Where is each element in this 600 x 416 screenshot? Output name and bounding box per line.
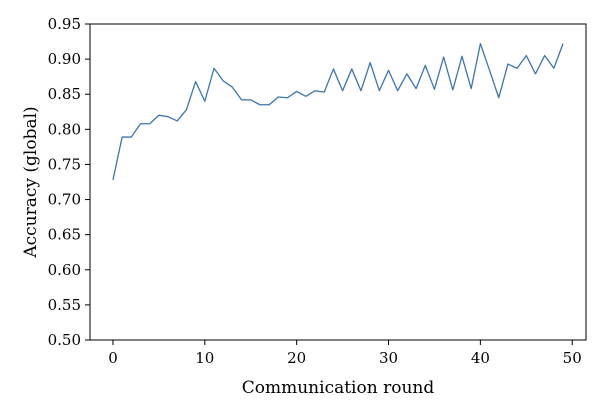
x-tick-label: 30 <box>379 349 398 367</box>
data-point <box>461 55 464 58</box>
data-point <box>167 115 170 118</box>
data-point <box>562 42 565 45</box>
data-point <box>277 96 280 99</box>
y-tick-label: 0.55 <box>48 296 81 314</box>
data-point <box>534 72 537 75</box>
data-point <box>295 90 298 93</box>
data-point <box>121 136 124 139</box>
y-tick-label: 0.70 <box>48 191 81 209</box>
data-point <box>451 89 454 92</box>
data-point <box>433 88 436 91</box>
data-point <box>231 86 234 89</box>
x-tick-label: 50 <box>563 349 582 367</box>
data-point <box>470 87 473 90</box>
x-axis-title: Communication round <box>242 378 435 398</box>
data-point <box>148 122 151 125</box>
data-point <box>341 89 344 92</box>
data-point <box>332 67 335 70</box>
y-tick-label: 0.90 <box>48 50 81 68</box>
data-point <box>323 91 326 94</box>
data-point <box>387 69 390 72</box>
data-point <box>359 89 362 92</box>
y-tick-label: 0.65 <box>48 226 81 244</box>
data-point <box>506 63 509 66</box>
y-tick-label: 0.80 <box>48 120 81 138</box>
data-point <box>479 42 482 45</box>
data-point <box>130 136 133 139</box>
data-point <box>488 69 491 72</box>
y-tick-label: 0.60 <box>48 261 81 279</box>
data-point <box>268 103 271 106</box>
data-point <box>378 89 381 92</box>
data-point <box>258 103 261 106</box>
data-point <box>157 114 160 117</box>
data-point <box>552 67 555 70</box>
data-point <box>369 61 372 64</box>
data-point <box>304 95 307 98</box>
y-tick-label: 0.75 <box>48 155 81 173</box>
data-point <box>194 80 197 83</box>
axis-ticks: 0 10 20 30 40 50 0.50 0.55 0.60 0.65 0.70 0.75 0.80 0… <box>48 15 582 367</box>
data-point <box>176 119 179 122</box>
data-point <box>405 72 408 75</box>
data-point <box>543 54 546 57</box>
data-points <box>111 42 564 181</box>
data-point <box>139 122 142 125</box>
plot-area <box>89 23 587 341</box>
y-axis-title: Accuracy (global) <box>21 106 41 258</box>
y-tick-label: 0.95 <box>48 15 81 33</box>
x-tick-label: 20 <box>287 349 306 367</box>
data-point <box>240 98 243 101</box>
data-point <box>222 79 225 82</box>
x-tick-label: 10 <box>195 349 214 367</box>
x-tick-label: 0 <box>108 349 118 367</box>
y-tick-label: 0.50 <box>48 331 81 349</box>
y-tick-label: 0.85 <box>48 85 81 103</box>
data-point <box>203 100 206 103</box>
data-point <box>424 64 427 67</box>
x-tick-label: 40 <box>471 349 490 367</box>
data-point <box>314 89 317 92</box>
data-point <box>249 98 252 101</box>
data-point <box>525 54 528 57</box>
data-point <box>111 178 114 181</box>
data-point <box>497 96 500 99</box>
series-line <box>112 43 564 181</box>
data-point <box>185 108 188 111</box>
data-point <box>415 87 418 90</box>
data-point <box>442 56 445 59</box>
data-point <box>286 96 289 99</box>
data-point <box>516 67 519 70</box>
data-point <box>396 89 399 92</box>
data-point <box>350 67 353 70</box>
data-point <box>213 67 216 70</box>
